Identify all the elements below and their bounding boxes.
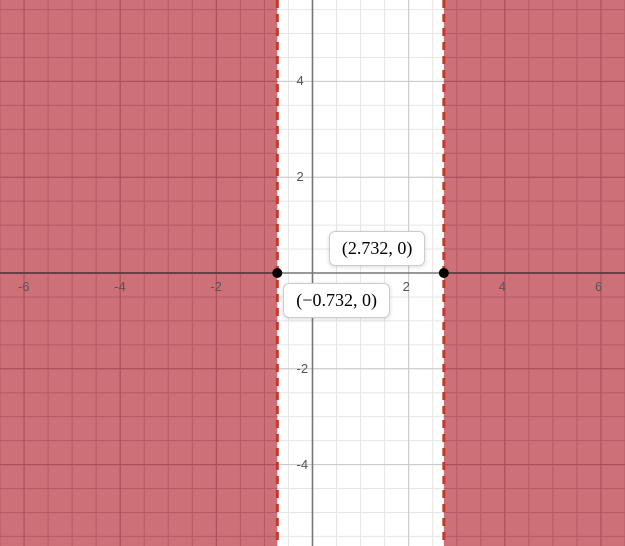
x-tick-label: 6 [595,279,602,294]
y-tick-label: 4 [297,73,304,88]
y-tick-label: -2 [297,361,309,376]
x-tick-label: 2 [403,279,410,294]
intercept-point-right [439,268,449,278]
tooltip-point-right: (2.732, 0) [329,231,426,266]
coordinate-graph [0,0,625,546]
x-tick-label: -4 [114,279,126,294]
intercept-point-left [272,268,282,278]
y-tick-label: 2 [297,169,304,184]
x-tick-label: 4 [499,279,506,294]
x-tick-label: -6 [18,279,30,294]
tooltip-point-left: (−0.732, 0) [283,283,390,318]
x-tick-label: -2 [210,279,222,294]
y-tick-label: -4 [297,457,309,472]
